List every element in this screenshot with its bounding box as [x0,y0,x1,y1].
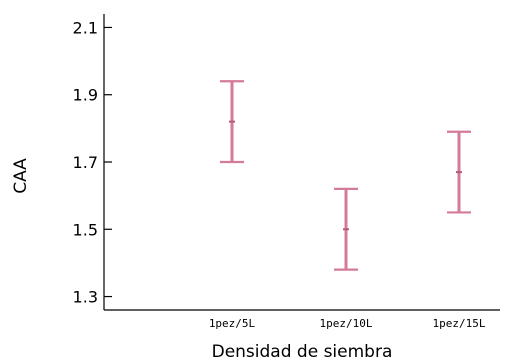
y-tick-label: 1.9 [73,86,98,105]
y-ticks: 1.3 1.5 1.7 1.9 2.1 [73,18,112,307]
x-tick-label: 1pez/5L [209,317,256,330]
x-axis-title: Densidad de siembra [212,342,393,362]
y-tick-label: 1.7 [73,153,98,172]
axes [103,14,500,311]
error-bars [220,80,471,271]
y-tick-label: 1.3 [73,288,98,307]
y-tick-label: 1.5 [73,220,98,239]
x-tick-label: 1pez/15L [433,317,486,330]
x-tick-labels: 1pez/5L 1pez/10L 1pez/15L [209,317,486,330]
y-tick-label: 2.1 [73,18,98,37]
y-axis-title: CAA [11,158,31,194]
x-tick-label: 1pez/10L [320,317,373,330]
